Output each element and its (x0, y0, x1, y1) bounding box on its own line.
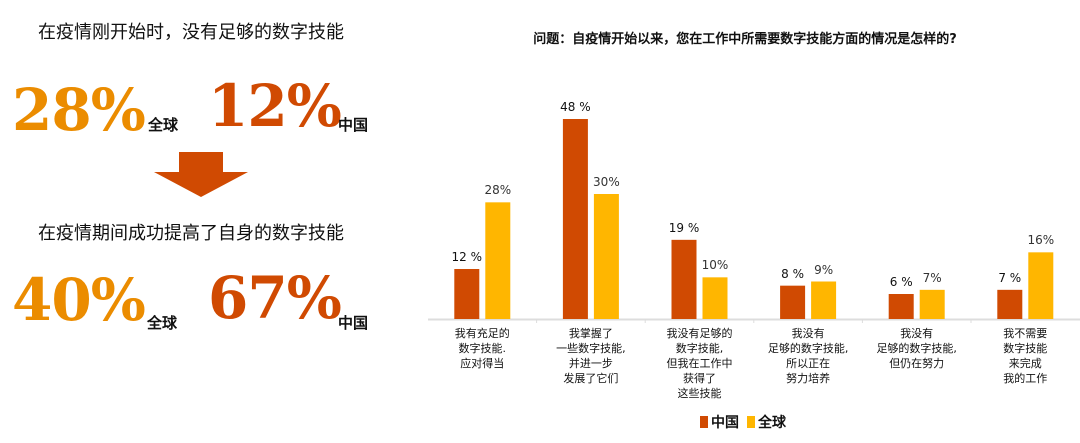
value-label: 12 % (451, 250, 483, 264)
value-label: 7% (922, 270, 942, 285)
bar-global (702, 277, 728, 319)
bar-china (562, 119, 588, 319)
value-label: 7 % (998, 270, 1022, 285)
before-text: 在疫情刚开始时，没有足够的数字技能 (38, 22, 344, 43)
legend-item-china: 中国 (700, 412, 739, 432)
chart-title: 问题：自疫情开始以来，您在工作中所需要数字技能方面的情况是怎样的? (533, 32, 957, 47)
before-global-value: 28% (12, 76, 146, 144)
legend: 中国 全球 (700, 412, 786, 432)
legend-swatch-china (700, 416, 708, 428)
legend-swatch-global (747, 416, 755, 428)
value-label: 28% (484, 183, 512, 198)
bar-china (888, 294, 914, 319)
after-global-label: 全球 (147, 314, 178, 332)
bar-china (997, 289, 1023, 319)
value-label: 9% (814, 262, 834, 277)
value-label: 6 % (889, 275, 913, 289)
after-text: 在疫情期间成功提高了自身的数字技能 (38, 223, 344, 244)
value-label: 30% (593, 175, 620, 189)
value-label: 10% (701, 258, 729, 273)
arrow-down-icon (154, 152, 248, 197)
before-global-label: 全球 (148, 116, 179, 134)
bar-global (593, 194, 619, 319)
legend-label: 全球 (758, 415, 786, 431)
bar-global (485, 202, 511, 319)
x-tick-label: 我掌握了 一些数字技能, 并进一步 发展了它们 (556, 327, 626, 385)
x-tick-label: 我没有 足够的数字技能, 但仍在努力 (876, 327, 957, 370)
after-global-value: 40% (12, 266, 146, 334)
value-label: 8 % (781, 266, 805, 281)
after-china-value: 67% (208, 264, 342, 332)
x-tick-label: 我没有足够的 数字技能, 但我在工作中 获得了 这些技能 (666, 327, 733, 400)
after-china-label: 中国 (338, 314, 369, 332)
bar-global (811, 281, 837, 319)
x-tick-label: 我没有 足够的数字技能, 所以正在 努力培养 (767, 327, 849, 385)
bar-china (671, 239, 697, 319)
value-label: 19 % (668, 220, 700, 235)
legend-item-global: 全球 (747, 412, 786, 432)
x-tick-label: 我有充足的 数字技能. 应对得当 (454, 327, 510, 370)
bar-global (1028, 252, 1054, 319)
x-tick-label: 我不需要 数字技能 来完成 我的工作 (1003, 327, 1048, 385)
value-label: 16% (1027, 233, 1055, 248)
bar-global (919, 289, 945, 319)
before-china-label: 中国 (338, 116, 369, 134)
value-label: 48 % (560, 100, 591, 114)
before-china-value: 12% (208, 72, 342, 140)
bar-china (780, 285, 806, 319)
legend-label: 中国 (711, 415, 739, 431)
bar-china (454, 269, 480, 319)
